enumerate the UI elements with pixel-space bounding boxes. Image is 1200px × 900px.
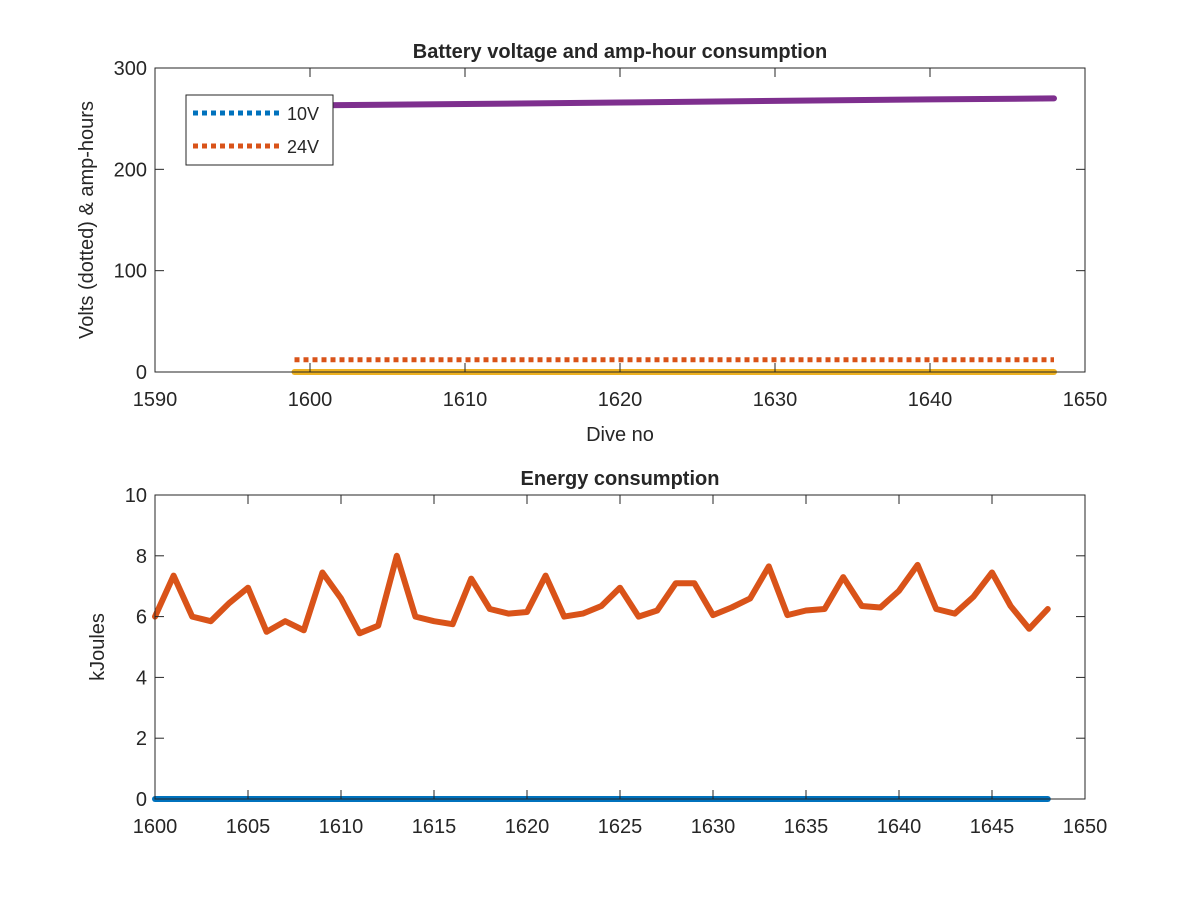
- bottom-chart: 1600 1605 1610 1615 1620 1625 1630 1635 1640 1645…: [87, 468, 1107, 838]
- top-x-tick-label: 1610: [443, 389, 488, 411]
- bottom-x-tick-label: 1615: [412, 816, 457, 838]
- bottom-x-tick-label: 1625: [598, 816, 643, 838]
- bottom-chart-title: Energy consumption: [521, 468, 720, 490]
- legend: 10V 24V: [185, 94, 334, 166]
- top-y-tick-label: 200: [114, 159, 147, 181]
- bottom-x-tick-label: 1620: [505, 816, 550, 838]
- bottom-series-line-1: [152, 552, 1051, 637]
- top-x-tick-label: 1590: [133, 389, 178, 411]
- top-y-tick-label: 300: [114, 58, 147, 80]
- bottom-y-tick-label: 0: [136, 789, 147, 811]
- bottom-y-tick-label: 6: [136, 607, 147, 629]
- bottom-y-tick-label: 4: [136, 667, 147, 689]
- bottom-y-tick-label: 8: [136, 546, 147, 568]
- bottom-x-tick-label: 1605: [226, 816, 271, 838]
- top-y-tick-label: 0: [136, 362, 147, 384]
- bottom-x-tick-label: 1650: [1063, 816, 1108, 838]
- legend-label-10v: 10V: [287, 104, 319, 124]
- top-chart: 1590 1600 1610 1620 1630 1640 1650 0 100 200 300 B…: [76, 41, 1107, 446]
- top-y-tick-label: 100: [114, 261, 147, 283]
- top-series-line-3: [291, 95, 1057, 109]
- top-x-tick-label: 1600: [288, 389, 333, 411]
- bottom-x-tick-label: 1600: [133, 816, 178, 838]
- bottom-y-tick-label: 10: [125, 485, 147, 507]
- top-chart-title: Battery voltage and amp-hour consumption: [413, 41, 827, 63]
- top-x-tick-label: 1650: [1063, 389, 1108, 411]
- top-x-tick-label: 1620: [598, 389, 643, 411]
- top-x-tick-label: 1640: [908, 389, 953, 411]
- top-x-tick-label: 1630: [753, 389, 798, 411]
- legend-label-24v: 24V: [287, 137, 319, 157]
- bottom-plot-area: [155, 495, 1085, 799]
- bottom-x-tick-label: 1630: [691, 816, 736, 838]
- bottom-x-tick-label: 1645: [970, 816, 1015, 838]
- bottom-y-axis-label: kJoules: [87, 613, 109, 681]
- top-x-axis-label: Dive no: [586, 424, 654, 446]
- bottom-x-tick-label: 1635: [784, 816, 829, 838]
- top-ticks-group: 1590 1600 1610 1620 1630 1640 1650 0 100 200 300: [114, 58, 1108, 411]
- bottom-x-tick-label: 1610: [319, 816, 364, 838]
- bottom-y-tick-label: 2: [136, 728, 147, 750]
- bottom-ticks-group: 1600 1605 1610 1615 1620 1625 1630 1635 1640 1645…: [125, 485, 1108, 838]
- bottom-x-tick-label: 1640: [877, 816, 922, 838]
- top-y-axis-label: Volts (dotted) & amp-hours: [76, 101, 98, 339]
- legend-box: [185, 94, 334, 166]
